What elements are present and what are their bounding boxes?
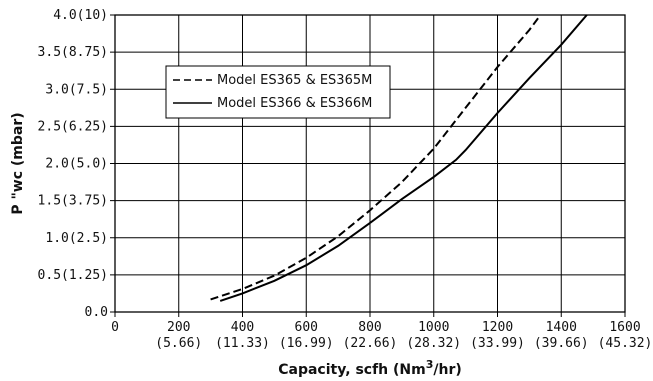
x-axis-ticks: 0 200(5.66) 400(11.33) 600(16.99) 800(22.66)… bbox=[111, 312, 652, 351]
x-tick-sublabel: (16.99) bbox=[279, 336, 334, 351]
y-tick-label: 1.5(3.75) bbox=[38, 194, 108, 209]
x-axis-label-main: Capacity, scfh (Nm bbox=[278, 362, 425, 378]
x-tick-sublabel: (45.32) bbox=[598, 336, 653, 351]
x-tick-label: 1000 bbox=[418, 320, 449, 335]
x-axis-label: Capacity, scfh (Nm3/hr) bbox=[278, 358, 462, 378]
x-tick-label: 200 bbox=[167, 320, 190, 335]
y-axis-label: P "wc (mbar) bbox=[10, 112, 26, 214]
legend: Model ES365 & ES365M Model ES366 & ES366… bbox=[165, 65, 391, 119]
x-tick-label: 1400 bbox=[546, 320, 577, 335]
series-line-es365 bbox=[210, 14, 542, 301]
x-tick-label: 0 bbox=[111, 320, 119, 335]
x-tick-label: 800 bbox=[358, 320, 381, 335]
x-tick-label: 600 bbox=[295, 320, 318, 335]
x-tick-sublabel: (11.33) bbox=[215, 336, 270, 351]
legend-label-es366: Model ES366 & ES366M bbox=[217, 96, 372, 111]
x-tick-sublabel: (33.99) bbox=[470, 336, 525, 351]
legend-label-es365: Model ES365 & ES365M bbox=[217, 73, 372, 88]
y-tick-label: 1.0(2.5) bbox=[45, 231, 108, 246]
x-tick-sublabel: (22.66) bbox=[343, 336, 398, 351]
y-tick-label: 0.5(1.25) bbox=[38, 268, 108, 283]
x-axis-label-superscript: 3 bbox=[426, 358, 434, 371]
y-tick-label: 0.0 bbox=[85, 305, 108, 320]
x-axis-label-tail: /hr) bbox=[433, 362, 461, 378]
x-tick-sublabel: (28.32) bbox=[406, 336, 461, 351]
y-tick-label: 3.0(7.5) bbox=[45, 82, 108, 97]
legend-box bbox=[165, 65, 391, 119]
x-tick-label: 400 bbox=[231, 320, 254, 335]
y-tick-label: 2.5(6.25) bbox=[38, 119, 108, 134]
x-tick-sublabel: (39.66) bbox=[534, 336, 589, 351]
y-axis-ticks: 0.0 0.5(1.25) 1.0(2.5) 1.5(3.75) 2.0(5.0) 2.5… bbox=[38, 8, 115, 320]
y-tick-label: 4.0(10) bbox=[53, 8, 108, 23]
x-tick-label: 1200 bbox=[482, 320, 513, 335]
x-tick-sublabel: (5.66) bbox=[155, 336, 202, 351]
series-lines bbox=[210, 14, 588, 302]
grid-lines bbox=[115, 15, 625, 312]
x-tick-label: 1600 bbox=[609, 320, 640, 335]
series-line-es366 bbox=[219, 14, 588, 302]
y-tick-label: 2.0(5.0) bbox=[45, 157, 108, 172]
y-tick-label: 3.5(8.75) bbox=[38, 45, 108, 60]
